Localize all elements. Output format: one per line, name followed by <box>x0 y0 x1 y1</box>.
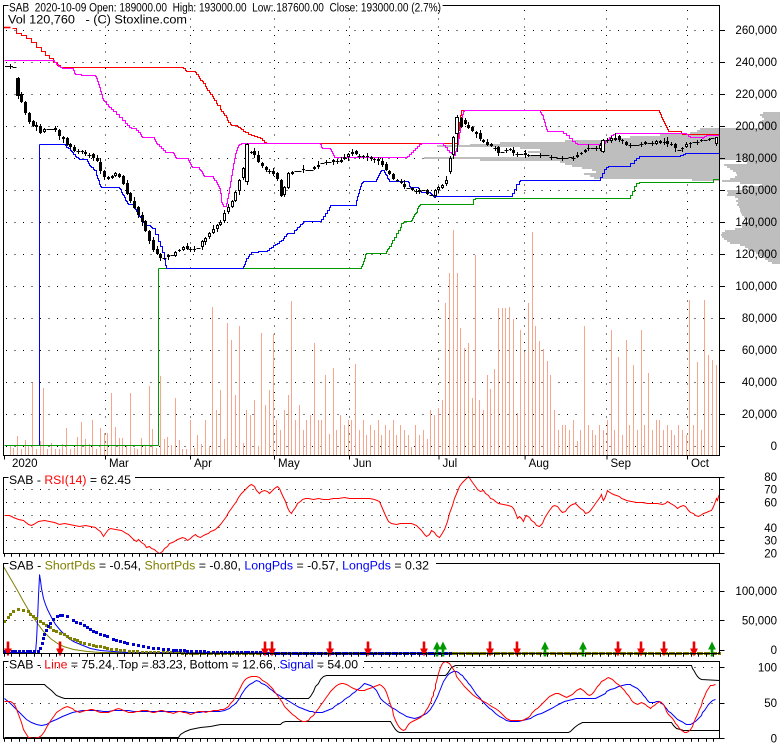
svg-text:Jul: Jul <box>443 458 458 470</box>
svg-text:2020: 2020 <box>12 458 38 470</box>
svg-text:Jun: Jun <box>353 458 372 470</box>
svg-text:80,000: 80,000 <box>742 313 777 325</box>
svg-text:SAB 2020-10-09 Open: 189000.0: SAB 2020-10-09 Open: 189000.00 High: 193… <box>9 3 441 15</box>
svg-text:100: 100 <box>758 663 777 675</box>
svg-text:20: 20 <box>764 548 777 560</box>
svg-text:60,000: 60,000 <box>742 345 777 357</box>
svg-text:50,000: 50,000 <box>742 616 777 628</box>
svg-text:120,000: 120,000 <box>735 249 777 261</box>
svg-text:240,000: 240,000 <box>735 57 777 69</box>
svg-text:140,000: 140,000 <box>735 217 777 229</box>
svg-text:SAB - RSI(14) = 62.45: SAB - RSI(14) = 62.45 <box>9 475 131 487</box>
svg-text:70: 70 <box>764 485 777 497</box>
svg-text:Mar: Mar <box>109 458 129 470</box>
svg-text:50: 50 <box>764 698 777 710</box>
svg-text:Sep: Sep <box>611 458 631 470</box>
svg-text:0: 0 <box>771 734 777 745</box>
svg-text:30: 30 <box>764 536 777 548</box>
svg-text:100,000: 100,000 <box>735 281 777 293</box>
svg-text:SAB - ShortPds = -0.54, ShortP: SAB - ShortPds = -0.54, ShortPds = -0.80… <box>9 561 429 573</box>
svg-text:220,000: 220,000 <box>735 89 777 101</box>
svg-text:SAB - Line = 75.24, Top = 83.2: SAB - Line = 75.24, Top = 83.23, Bottom … <box>9 660 358 672</box>
svg-text:Aug: Aug <box>529 458 549 470</box>
svg-text:Apr: Apr <box>194 458 212 470</box>
svg-text:0: 0 <box>771 645 777 657</box>
svg-text:60: 60 <box>764 497 777 509</box>
svg-text:260,000: 260,000 <box>735 25 777 37</box>
svg-text:Oct: Oct <box>691 458 710 470</box>
svg-text:20,000: 20,000 <box>742 409 777 421</box>
svg-text:0: 0 <box>771 441 777 453</box>
svg-text:160,000: 160,000 <box>735 185 777 197</box>
svg-text:80: 80 <box>764 472 777 484</box>
svg-text:40,000: 40,000 <box>742 377 777 389</box>
svg-text:May: May <box>278 458 300 470</box>
svg-text:100,000: 100,000 <box>735 586 777 598</box>
svg-text:180,000: 180,000 <box>735 153 777 165</box>
svg-text:40: 40 <box>764 523 777 535</box>
svg-text:200,000: 200,000 <box>735 121 777 133</box>
svg-text:Vol 120,760 - (C) Stoxline.c: Vol 120,760 - (C) Stoxline.com <box>8 15 187 27</box>
